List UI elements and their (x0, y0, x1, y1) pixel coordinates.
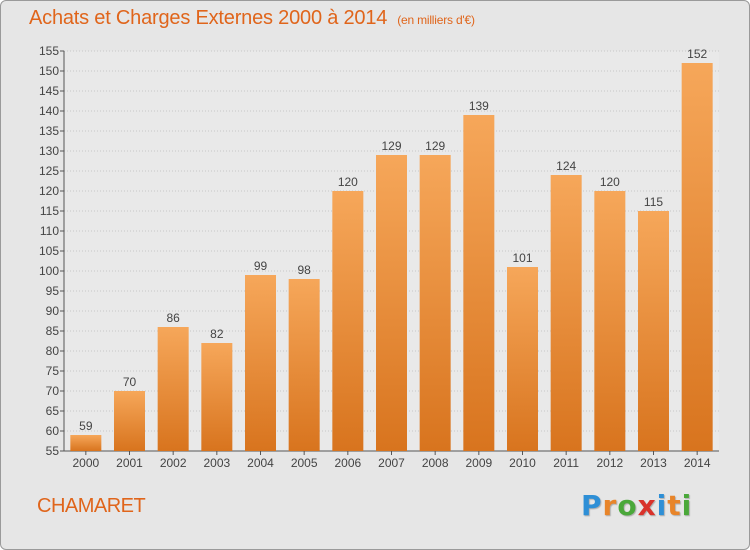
bar-layer (70, 63, 713, 451)
x-tick-label: 2012 (596, 456, 623, 470)
chart-subtitle: (en milliers d'€) (397, 13, 475, 27)
data-label: 129 (425, 139, 445, 153)
y-tick-label: 75 (46, 364, 60, 378)
data-label: 70 (123, 375, 137, 389)
x-tick-label: 2010 (509, 456, 536, 470)
logo-letter: i (656, 489, 668, 522)
y-tick-label: 65 (46, 404, 60, 418)
x-tick-label: 2002 (160, 456, 187, 470)
logo-letter: i (681, 489, 693, 522)
y-tick-label: 70 (46, 384, 60, 398)
x-tick-label: 2013 (640, 456, 667, 470)
x-tick-label: 2000 (72, 456, 99, 470)
x-tick-label: 2014 (684, 456, 711, 470)
bar-2003 (201, 343, 233, 451)
chart-title: Achats et Charges Externes 2000 à 2014 (e… (29, 7, 475, 30)
data-label: 59 (79, 419, 93, 433)
logo-letter: r (602, 489, 618, 522)
y-tick-label: 95 (46, 284, 60, 298)
bar-2007 (376, 155, 407, 451)
y-tick-label: 135 (39, 124, 59, 138)
data-label: 82 (210, 327, 224, 341)
logo-letter: x (637, 489, 657, 522)
x-tick-label: 2005 (291, 456, 318, 470)
bar-2013 (638, 211, 669, 451)
x-tick-label: 2001 (116, 456, 143, 470)
bar-2011 (550, 175, 582, 451)
data-label: 120 (338, 175, 358, 189)
logo-letter: P (581, 489, 603, 522)
y-tick-label: 85 (46, 324, 60, 338)
y-tick-label: 150 (39, 64, 59, 78)
y-tick-label: 140 (39, 104, 59, 118)
x-tick-label: 2008 (422, 456, 449, 470)
x-tick-label: 2007 (378, 456, 405, 470)
data-label: 152 (687, 47, 707, 61)
bar-2005 (288, 279, 320, 451)
y-tick-label: 145 (39, 84, 59, 98)
bar-2002 (157, 327, 189, 451)
bar-2004 (245, 275, 276, 451)
y-tick-label: 100 (39, 264, 59, 278)
data-label: 120 (600, 175, 620, 189)
axis-layer: 55 60 65 70 75 80 85 90 95 100 105 110 115 120 125 130 1… (39, 44, 719, 470)
x-tick-label: 2003 (203, 456, 230, 470)
data-label: 124 (556, 159, 576, 173)
y-tick-label: 155 (39, 44, 59, 58)
bar-2006 (332, 191, 364, 451)
y-tick-label: 60 (46, 424, 60, 438)
logo-letter: t (667, 489, 682, 522)
bar-2009 (463, 115, 495, 451)
x-tick-label: 2006 (334, 456, 361, 470)
y-tick-label: 125 (39, 164, 59, 178)
chart-title-text: Achats et Charges Externes 2000 à 2014 (29, 7, 388, 29)
y-tick-label: 120 (39, 184, 59, 198)
commune-name: CHAMARET (37, 495, 146, 517)
proxiti-logo[interactable]: Proxiti (581, 489, 692, 522)
bar-2001 (114, 391, 145, 451)
y-tick-label: 55 (46, 444, 60, 458)
data-label: 129 (381, 139, 401, 153)
data-label: 115 (644, 195, 663, 209)
x-tick-label: 2009 (465, 456, 492, 470)
x-tick-label: 2011 (553, 456, 579, 470)
y-tick-label: 80 (46, 344, 60, 358)
y-tick-label: 130 (39, 144, 59, 158)
data-label: 99 (254, 259, 268, 273)
y-tick-label: 115 (40, 204, 59, 218)
bar-2000 (70, 435, 102, 451)
y-tick-label: 90 (46, 304, 60, 318)
bar-2010 (507, 267, 538, 451)
data-label: 139 (469, 99, 489, 113)
data-label: 101 (512, 251, 532, 265)
y-tick-label: 110 (40, 224, 59, 238)
data-label: 98 (297, 263, 311, 277)
bar-2008 (419, 155, 451, 451)
logo-letter: o (617, 489, 638, 522)
x-tick-label: 2004 (247, 456, 274, 470)
bar-2014 (681, 63, 713, 451)
data-label: 86 (166, 311, 180, 325)
bar-2012 (594, 191, 626, 451)
label-layer: 59 70 86 82 99 98 120 129 129 139 101 124 120 115 152 (79, 47, 707, 433)
y-tick-label: 105 (39, 244, 59, 258)
